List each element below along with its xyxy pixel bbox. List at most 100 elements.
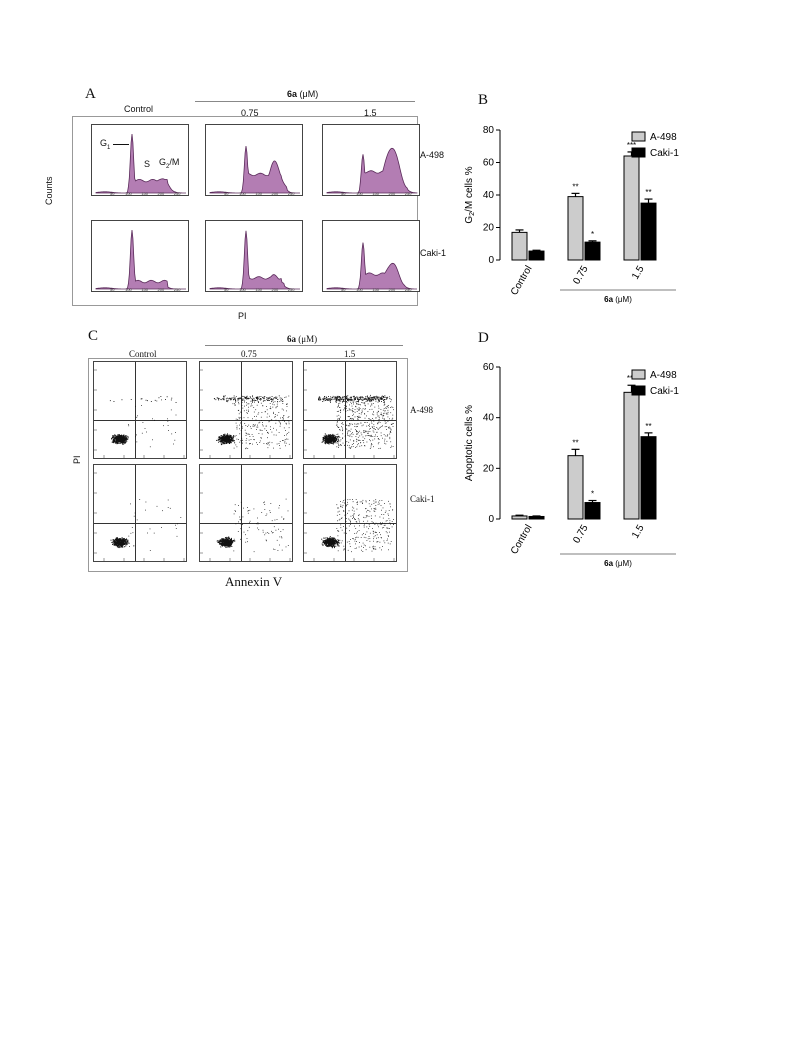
legend-label-a-498: A-498 [650, 132, 677, 143]
dot-plot-a-498-0 [93, 361, 187, 459]
x-tick-label: 0.75 [571, 523, 590, 546]
legend-swatch-a-498 [631, 369, 646, 380]
quadrant-hline [94, 419, 186, 421]
histogram-a-498-2: 50 100 150 200 250 [322, 124, 420, 196]
dot-plot-caki-1-2 [303, 464, 397, 562]
dot-cloud [321, 499, 394, 553]
y-tick-label: 0 [488, 255, 494, 266]
histogram-a-498-0: 50 100 150 200 250 [91, 124, 189, 196]
bar-caki-1-Control [528, 515, 545, 520]
bar-caki-1-Control [528, 250, 545, 261]
histogram-x-tick: 250 [405, 191, 412, 195]
x-tick-label: 1.5 [630, 264, 647, 282]
bar-caki-1-0.75 [584, 502, 601, 520]
histogram-caki-1-0: 50 100 150 200 250 [91, 220, 189, 292]
histogram-x-tick: 50 [224, 287, 229, 291]
dot-plot-a-498-1 [199, 361, 293, 459]
histogram-x-tick: 100 [356, 287, 363, 291]
panel-d-letter: D [478, 330, 489, 346]
x-tick-label: Control [509, 523, 535, 556]
quadrant-vline [241, 465, 243, 561]
legend-swatch-a-498 [631, 131, 646, 142]
compound-label: 6a [287, 89, 298, 99]
histogram-x-tick: 200 [389, 287, 396, 291]
dot-plot-caki-1-1 [199, 464, 293, 562]
dot-plot-a-498-2 [303, 361, 397, 459]
histogram-x-tick: 150 [255, 287, 262, 291]
phase-s-label: S [144, 159, 151, 169]
significance-mark: ** [572, 182, 578, 191]
bar-caki-1-0.75 [584, 241, 601, 261]
histogram-x-tick: 250 [288, 287, 295, 291]
histogram-curve [209, 145, 300, 194]
y-tick-label: 60 [483, 158, 495, 169]
histogram-x-tick: 50 [341, 191, 346, 195]
group-label: 6a (μM) [604, 559, 632, 568]
bar-a-498-Control [511, 231, 528, 261]
legend-label-a-498: A-498 [650, 370, 677, 381]
histogram-x-tick: 100 [125, 191, 132, 195]
panel-c-col-control: Control [129, 349, 157, 359]
panel-a-header: 6a (μM) [287, 89, 318, 99]
panel-b-letter: B [478, 92, 489, 108]
histogram-curve [95, 133, 186, 194]
histogram-x-tick: 100 [125, 287, 132, 291]
histogram-curve [95, 229, 186, 290]
histogram-x-tick: 100 [239, 287, 246, 291]
panel-c-y-axis-label: PI [72, 455, 82, 464]
significance-mark: ** [572, 438, 578, 447]
panel-a-header-line [195, 101, 415, 102]
quadrant-vline [135, 465, 137, 561]
histogram-a-498-1: 50 100 150 200 250 [205, 124, 303, 196]
histogram-x-tick: 200 [158, 191, 165, 195]
panel-c-header: 6a (μM) [287, 334, 317, 344]
quadrant-hline [200, 522, 292, 524]
panel-a-x-axis-label: PI [238, 311, 247, 321]
panel-c-col-075: 0.75 [241, 349, 257, 359]
legend-label-caki-1: Caki-1 [650, 386, 679, 397]
quadrant-hline [94, 522, 186, 524]
x-tick-label: 0.75 [571, 264, 590, 287]
histogram-x-tick: 200 [272, 287, 279, 291]
legend-swatch-caki-1 [631, 385, 646, 396]
y-tick-label: 0 [488, 514, 494, 525]
histogram-x-tick: 250 [405, 287, 412, 291]
bar-a-498-0.75 [567, 196, 584, 261]
histogram-x-tick: 50 [110, 191, 115, 195]
quadrant-vline [135, 362, 137, 458]
unit-label: (μM) [299, 89, 319, 99]
significance-mark: ** [645, 422, 651, 431]
bar-caki-1-1.5 [640, 202, 657, 261]
y-axis-label: Apoptotic cells % [464, 405, 475, 481]
g1-arrow [113, 144, 129, 145]
histogram-curve [209, 230, 300, 290]
panel-c-header-line [205, 345, 403, 346]
dot-plot-caki-1-0 [93, 464, 187, 562]
histogram-x-tick: 200 [272, 191, 279, 195]
y-tick-label: 60 [483, 362, 495, 373]
dot-cloud [110, 499, 182, 551]
histogram-caki-1-1: 50 100 150 200 250 [205, 220, 303, 292]
panel-a-row-a498: A-498 [420, 150, 445, 160]
histogram-x-tick: 100 [356, 191, 363, 195]
bar-a-498-1.5 [623, 391, 640, 520]
unit-label: (μM) [298, 334, 318, 344]
histogram-x-tick: 150 [372, 191, 379, 195]
histogram-x-tick: 50 [224, 191, 229, 195]
significance-mark: ** [645, 188, 651, 197]
significance-mark: * [591, 490, 594, 499]
histogram-x-tick: 50 [110, 287, 115, 291]
histogram-x-tick: 250 [174, 287, 181, 291]
histogram-x-tick: 50 [341, 287, 346, 291]
dot-cloud [109, 396, 177, 448]
panel-a-letter: A [85, 86, 96, 102]
panel-a-col-075: 0.75 [241, 108, 259, 118]
histogram-x-tick: 250 [174, 191, 181, 195]
y-axis-label: G2/M cells % [464, 166, 476, 223]
panel-c-row-caki1: Caki-1 [410, 494, 435, 504]
histogram-x-tick: 200 [389, 191, 396, 195]
panel-a-y-axis-label: Counts [44, 176, 54, 205]
histogram-x-tick: 100 [239, 191, 246, 195]
y-tick-label: 40 [483, 190, 495, 201]
